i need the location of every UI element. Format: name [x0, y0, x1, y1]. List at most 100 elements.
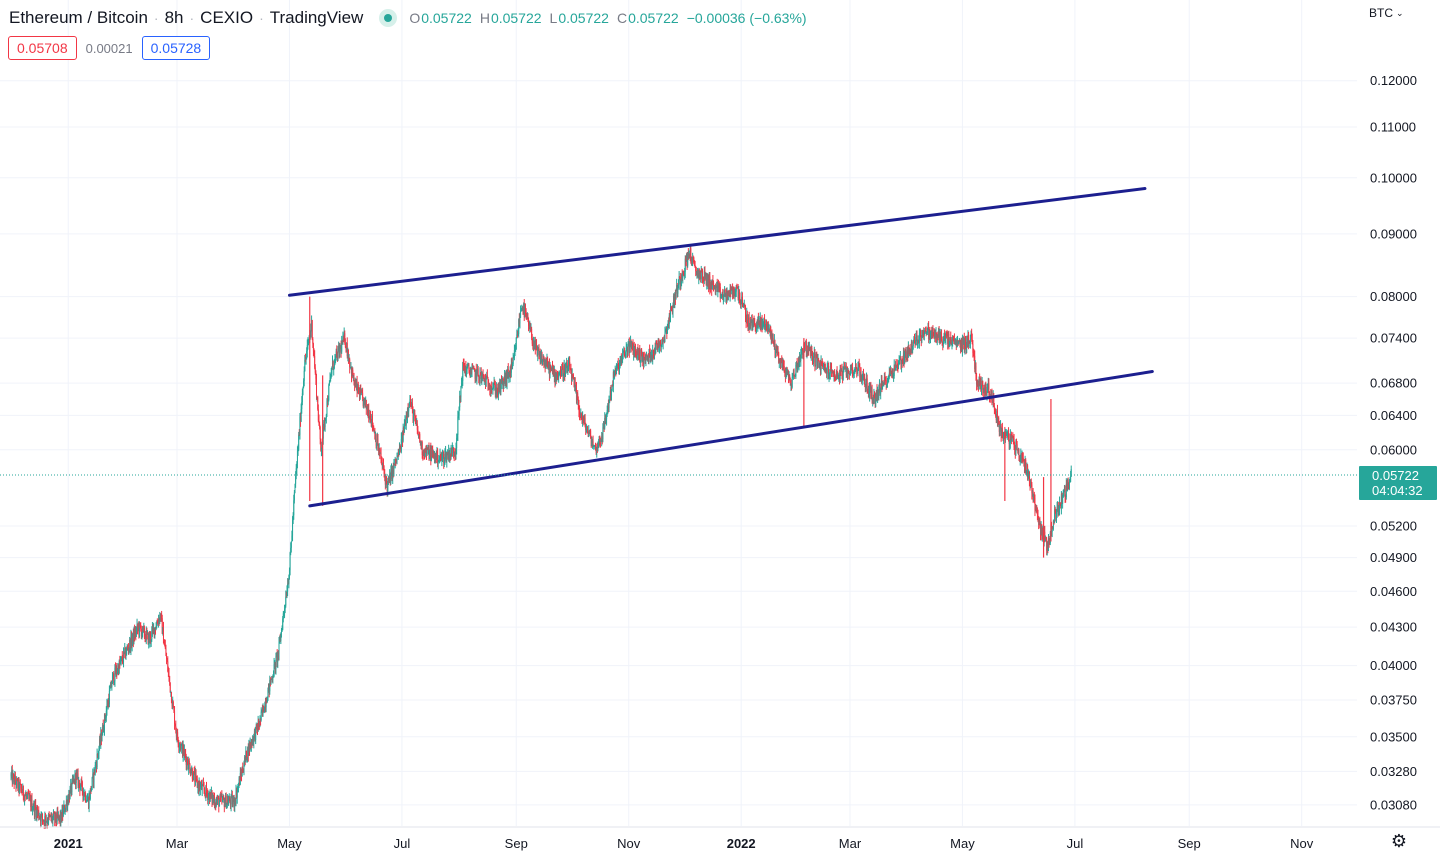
candle-body — [523, 303, 525, 317]
candle-body — [618, 365, 620, 372]
candle-body — [368, 417, 370, 420]
candle-body — [224, 802, 226, 807]
candle-body — [703, 270, 705, 281]
candle-body — [602, 427, 604, 440]
candle-body — [578, 405, 580, 411]
candle-body — [1049, 541, 1051, 544]
candle-body — [575, 388, 577, 390]
price-axis[interactable]: 0.120000.110000.100000.090000.080000.074… — [1370, 73, 1417, 812]
trendline-drawings[interactable] — [287, 187, 1154, 508]
channel-upper-trendline[interactable] — [287, 187, 1147, 297]
candle-body — [589, 430, 591, 434]
candle-body — [611, 390, 613, 396]
candle-body — [1009, 434, 1011, 444]
candle-body — [652, 350, 654, 359]
time-axis[interactable]: 2021 Mar May Jul Sep Nov 2022 Mar May Jul Sep Nov — [0, 826, 1440, 851]
candle-body — [404, 420, 406, 426]
candle-body — [204, 790, 206, 793]
candle-body — [317, 397, 319, 410]
candle-body — [796, 361, 798, 370]
candle-body — [656, 344, 658, 345]
candle-body — [41, 814, 43, 815]
symbol-name[interactable]: Ethereum / Bitcoin — [9, 8, 148, 27]
candle-body — [233, 797, 235, 807]
candle-body — [604, 417, 606, 428]
chart-legend[interactable]: Ethereum / Bitcoin · 8h · CEXIO · Tradin… — [9, 6, 815, 30]
candle-body — [352, 375, 354, 379]
candle-body — [244, 757, 246, 767]
candle-body — [814, 352, 816, 366]
candle-body — [664, 332, 666, 341]
candle-body — [1039, 526, 1041, 534]
candle-body — [828, 374, 830, 378]
candle-body — [338, 345, 340, 354]
candle-body — [240, 773, 242, 775]
candle-body — [504, 375, 506, 383]
candle-body — [1001, 428, 1003, 436]
candle-body — [525, 310, 527, 316]
candle-body — [443, 453, 445, 463]
candle-body — [765, 320, 767, 325]
candle-body — [681, 275, 683, 281]
candle-body — [390, 469, 392, 471]
candle-body — [687, 252, 689, 266]
candle-body — [501, 381, 503, 384]
candle-body — [79, 783, 81, 790]
candle-body — [121, 656, 123, 661]
market-status-icon[interactable] — [379, 9, 398, 27]
candle-body — [372, 426, 374, 427]
candle-body — [560, 375, 562, 377]
candle-body — [113, 673, 115, 684]
interval-label[interactable]: 8h — [164, 8, 184, 27]
candle-body — [571, 374, 573, 381]
candle-body — [620, 358, 622, 360]
candle-body — [243, 766, 245, 772]
candle-body — [924, 330, 926, 334]
candle-body — [182, 743, 184, 756]
candle-body — [232, 800, 234, 805]
candle-body — [902, 361, 904, 363]
candle-body — [178, 745, 180, 748]
candle-body — [916, 335, 918, 346]
candle-body — [139, 623, 141, 633]
ask-price-button[interactable]: 0.05728 — [141, 36, 211, 60]
candle-body — [1038, 519, 1040, 525]
candle-body — [632, 345, 634, 355]
candle-body — [738, 289, 740, 299]
candle-body — [310, 329, 312, 333]
candle-body — [510, 363, 512, 373]
candle-body — [711, 281, 713, 290]
chevron-down-icon: ⌄ — [1396, 7, 1404, 18]
candle-body — [336, 353, 338, 361]
currency-selector[interactable]: BTC ⌄ — [1369, 6, 1404, 20]
channel-lower-trendline[interactable] — [308, 370, 1154, 508]
candle-body — [106, 704, 108, 711]
gear-icon[interactable]: ⚙ — [1390, 831, 1408, 852]
candle-body — [558, 375, 560, 379]
candle-body — [454, 452, 456, 456]
candle-body — [292, 520, 294, 536]
candle-body — [579, 414, 581, 416]
candle-body — [306, 345, 308, 352]
candle-body — [277, 651, 279, 662]
bid-price-button[interactable]: 0.05708 — [8, 36, 77, 60]
candle-body — [487, 378, 489, 386]
candle-body — [139, 623, 141, 626]
candle-body — [912, 342, 914, 347]
candle-body — [682, 273, 684, 279]
candle-body — [985, 393, 987, 396]
candle-body — [408, 407, 410, 412]
candle-body — [337, 348, 339, 361]
candle-body — [363, 399, 365, 406]
candle-body — [84, 793, 86, 802]
candle-body — [995, 410, 997, 416]
candle-body — [847, 371, 849, 374]
candle-body — [987, 387, 989, 390]
candle-body — [373, 426, 375, 432]
candle-body — [231, 795, 233, 805]
candle-body — [409, 399, 411, 404]
candle-body — [48, 814, 50, 816]
ohlc-values: O 0.05722 H 0.05722 L 0.05722 C 0.05722 … — [409, 10, 814, 26]
candle-body — [186, 758, 188, 765]
